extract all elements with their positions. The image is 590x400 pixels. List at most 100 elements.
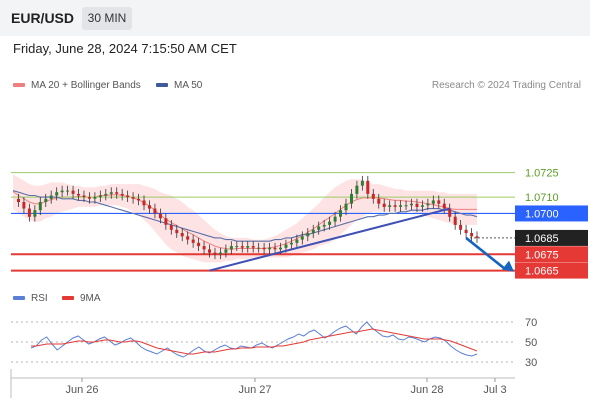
bb-swatch-icon bbox=[13, 83, 25, 88]
candle-body bbox=[186, 236, 190, 240]
candle-body bbox=[344, 203, 348, 211]
trendline-layer bbox=[209, 207, 514, 272]
rsi-ma-swatch-icon bbox=[62, 296, 74, 301]
level-label-4: 1.0675 bbox=[525, 249, 559, 261]
candle-body bbox=[415, 203, 419, 207]
legend-rsi-ma-label: 9MA bbox=[80, 293, 101, 304]
legend-item-ma50: MA 50 bbox=[156, 80, 202, 91]
candle-body bbox=[109, 192, 113, 194]
candle-body bbox=[131, 197, 135, 199]
timeframe-badge[interactable]: 30 MIN bbox=[82, 7, 132, 30]
candle-body bbox=[17, 198, 20, 203]
candle-body bbox=[464, 229, 468, 234]
candle-body bbox=[219, 252, 222, 255]
candle-body bbox=[142, 200, 146, 206]
candle-body bbox=[235, 246, 239, 248]
candle-body bbox=[333, 216, 337, 222]
candle-body bbox=[120, 193, 124, 196]
candle-body bbox=[311, 229, 315, 234]
level-labels-layer: 1.0725 1.0710 1.0700 1.0685 1.0675 1.0665 bbox=[515, 168, 588, 279]
candle-body bbox=[208, 249, 211, 253]
candle-body bbox=[317, 226, 321, 230]
level-tag-2 bbox=[515, 205, 588, 222]
candle-body bbox=[38, 202, 42, 211]
x-tick-label-2: Jun 28 bbox=[410, 384, 443, 396]
candle-body bbox=[262, 247, 266, 250]
bollinger-band-area bbox=[13, 174, 477, 263]
level-tag-5 bbox=[515, 262, 588, 279]
candle-body bbox=[240, 246, 244, 248]
candle-body bbox=[437, 200, 441, 204]
candle-body bbox=[27, 208, 31, 217]
candles-layer bbox=[17, 175, 479, 260]
candle-body bbox=[339, 210, 342, 217]
legend-item-rsi: RSI bbox=[13, 293, 48, 304]
candle-body bbox=[273, 247, 277, 250]
candle-body bbox=[382, 203, 386, 207]
candle-body bbox=[66, 190, 70, 192]
candle-body bbox=[246, 246, 250, 248]
candle-body bbox=[126, 195, 130, 198]
candle-body bbox=[98, 195, 102, 198]
candle-body bbox=[360, 180, 364, 186]
level-label-2: 1.0700 bbox=[525, 208, 559, 220]
candle-body bbox=[229, 246, 233, 250]
level-tag-3 bbox=[515, 229, 588, 246]
legend-item-bb: MA 20 + Bollinger Bands bbox=[13, 80, 141, 91]
candle-body bbox=[213, 252, 217, 255]
candle-body bbox=[93, 197, 97, 199]
candle-body bbox=[306, 233, 310, 237]
forecast-arrow bbox=[465, 236, 506, 270]
candle-body bbox=[87, 197, 91, 199]
candle-body bbox=[257, 247, 261, 249]
datetime-label: Friday, June 28, 2024 7:15:50 AM CET bbox=[13, 41, 237, 56]
candle-body bbox=[55, 192, 59, 196]
candle-body bbox=[60, 190, 64, 193]
candle-body bbox=[459, 224, 463, 230]
ma50-line bbox=[12, 190, 478, 242]
candle-body bbox=[49, 195, 53, 199]
pair-title: EUR/USD bbox=[11, 10, 75, 26]
candle-body bbox=[22, 202, 26, 209]
level-label-5: 1.0665 bbox=[525, 266, 559, 278]
candle-body bbox=[191, 239, 195, 243]
candle-body bbox=[393, 205, 397, 207]
candle-body bbox=[410, 203, 413, 206]
candle-body bbox=[377, 198, 381, 204]
candle-body bbox=[404, 205, 408, 207]
candle-body bbox=[197, 242, 201, 247]
trendline bbox=[209, 207, 450, 272]
candle-body bbox=[153, 208, 157, 214]
rsi-tick-label-1: 50 bbox=[525, 337, 537, 349]
candle-body bbox=[448, 208, 452, 217]
level-label-3: 1.0685 bbox=[525, 233, 559, 245]
candle-body bbox=[279, 247, 282, 250]
ma50-swatch-icon bbox=[156, 83, 168, 88]
legend-bb-label: MA 20 + Bollinger Bands bbox=[31, 80, 141, 91]
x-tick-label-3: Jul 3 bbox=[483, 384, 506, 396]
candle-body bbox=[180, 233, 184, 237]
candle-body bbox=[137, 198, 141, 201]
x-axis: Jun 26 Jun 27 Jun 28 Jul 3 bbox=[10, 369, 515, 398]
candle-body bbox=[426, 203, 430, 206]
candle-body bbox=[104, 193, 108, 196]
level-label-1: 1.0710 bbox=[525, 192, 559, 204]
candle-body bbox=[148, 205, 151, 209]
candle-body bbox=[289, 242, 293, 245]
candle-body bbox=[295, 239, 299, 243]
legend-rsi-label: RSI bbox=[31, 293, 48, 304]
rsi-tick-label-2: 30 bbox=[525, 357, 537, 369]
candle-body bbox=[431, 200, 435, 204]
legend-item-rsi-ma: 9MA bbox=[62, 293, 101, 304]
legend-ma50-label: MA 50 bbox=[174, 80, 203, 91]
candle-body bbox=[399, 205, 403, 207]
level-label-0: 1.0725 bbox=[525, 168, 559, 180]
rsi-swatch-icon bbox=[13, 296, 25, 301]
credit-label: Research © 2024 Trading Central bbox=[431, 80, 581, 91]
x-tick-label-1: Jun 27 bbox=[238, 384, 271, 396]
candle-body bbox=[388, 205, 392, 207]
candle-body bbox=[115, 192, 119, 194]
rsi-tick-label-0: 70 bbox=[525, 317, 537, 329]
candle-body bbox=[77, 193, 80, 196]
